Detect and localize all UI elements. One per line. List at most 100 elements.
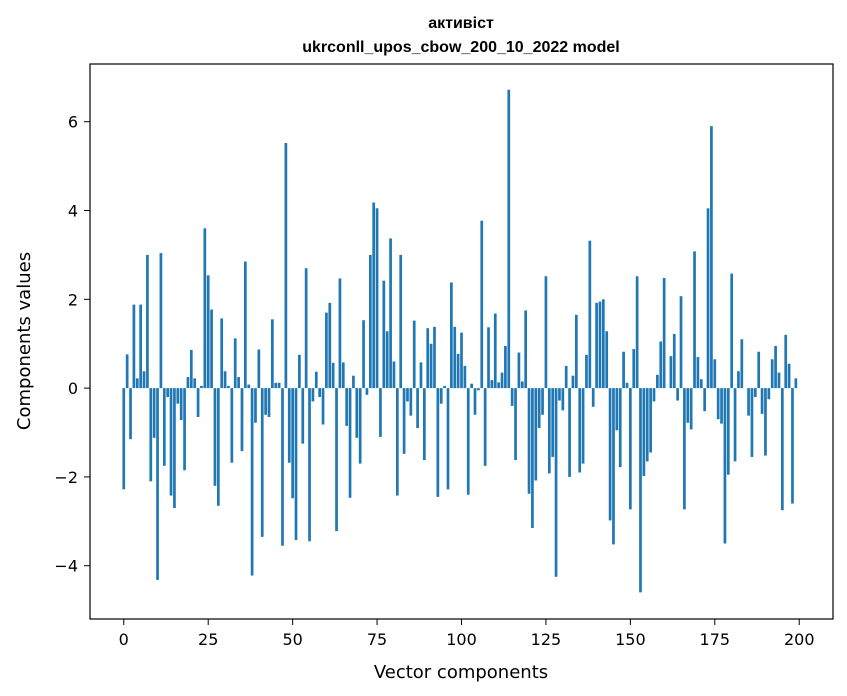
x-tick-label: 50 — [282, 630, 302, 649]
x-axis-ticks: 0 25 50 75 100 125 150 175 200 — [119, 619, 815, 649]
bar — [287, 388, 291, 463]
x-tick-label: 0 — [119, 630, 129, 649]
bar — [355, 388, 359, 438]
bar — [635, 276, 639, 389]
bar — [669, 356, 673, 389]
bar — [710, 126, 713, 389]
bar — [723, 388, 727, 544]
bar — [186, 377, 190, 389]
bar — [159, 253, 163, 389]
bar — [547, 388, 551, 474]
y-tick-label: 0 — [68, 379, 78, 398]
bar — [291, 388, 294, 499]
bar — [423, 388, 426, 461]
bar — [794, 378, 798, 389]
bar — [419, 362, 423, 389]
bar — [460, 332, 463, 389]
y-axis-ticks: −4 −2 0 2 4 6 — [54, 113, 90, 576]
bar — [277, 382, 281, 389]
bar — [699, 379, 703, 389]
bar — [395, 388, 399, 496]
bar — [433, 326, 436, 389]
bar — [480, 220, 484, 389]
bar — [693, 251, 696, 389]
bar — [517, 352, 521, 389]
bar — [531, 388, 534, 528]
bar — [149, 388, 153, 482]
x-tick-label: 100 — [446, 630, 477, 649]
bar — [193, 378, 197, 389]
bar — [166, 388, 170, 397]
bar — [264, 388, 267, 415]
bar — [541, 388, 544, 415]
bar — [713, 359, 717, 389]
bar — [412, 320, 416, 389]
bar — [726, 388, 730, 475]
bar — [284, 143, 288, 389]
bar — [581, 388, 585, 464]
bar — [524, 310, 528, 389]
bar — [558, 388, 561, 401]
chart-title: активіст — [428, 15, 494, 32]
bar — [139, 304, 143, 389]
bar — [210, 309, 213, 389]
bar — [564, 365, 568, 389]
bar — [389, 238, 392, 389]
bar — [223, 371, 227, 389]
bar — [466, 388, 470, 495]
bar — [358, 388, 362, 464]
bar — [352, 375, 355, 389]
bar — [179, 388, 183, 421]
y-tick-label: 6 — [68, 113, 78, 132]
x-tick-label: 125 — [531, 630, 562, 649]
bar — [244, 261, 247, 389]
bar — [325, 312, 328, 389]
bar — [152, 388, 156, 438]
bar — [740, 339, 744, 389]
bar — [493, 313, 497, 389]
bar — [443, 385, 446, 389]
bar — [250, 388, 254, 576]
bar — [338, 278, 342, 389]
bar — [318, 388, 321, 397]
bar — [629, 388, 632, 510]
bar — [598, 301, 602, 389]
bar — [382, 280, 386, 389]
x-tick-label: 25 — [198, 630, 218, 649]
bar — [645, 388, 649, 462]
bar — [267, 388, 271, 417]
bar — [595, 302, 598, 389]
bar — [169, 388, 173, 496]
bar — [257, 349, 261, 389]
bar — [720, 388, 723, 424]
bar — [615, 388, 619, 431]
x-axis-label: Vector components — [374, 662, 548, 683]
bar — [649, 388, 652, 453]
bar — [554, 388, 558, 577]
bar — [473, 388, 477, 415]
bar — [777, 372, 781, 389]
bar — [679, 296, 683, 389]
x-tick-label: 150 — [615, 630, 646, 649]
bar — [146, 254, 149, 389]
bar — [585, 354, 588, 389]
bar — [696, 357, 700, 389]
bar — [500, 372, 504, 389]
bar — [791, 388, 794, 504]
bar — [429, 343, 433, 389]
bar — [770, 359, 774, 389]
bar — [399, 254, 403, 389]
bar — [463, 365, 467, 389]
bar — [497, 382, 500, 389]
bar — [260, 388, 264, 537]
bar — [642, 388, 646, 477]
bar — [189, 349, 193, 389]
bar — [200, 385, 203, 389]
bar — [750, 388, 754, 457]
bar — [254, 388, 257, 423]
bar — [304, 268, 308, 389]
bar — [247, 384, 251, 389]
bar — [703, 388, 707, 412]
x-tick-label: 200 — [784, 630, 815, 649]
